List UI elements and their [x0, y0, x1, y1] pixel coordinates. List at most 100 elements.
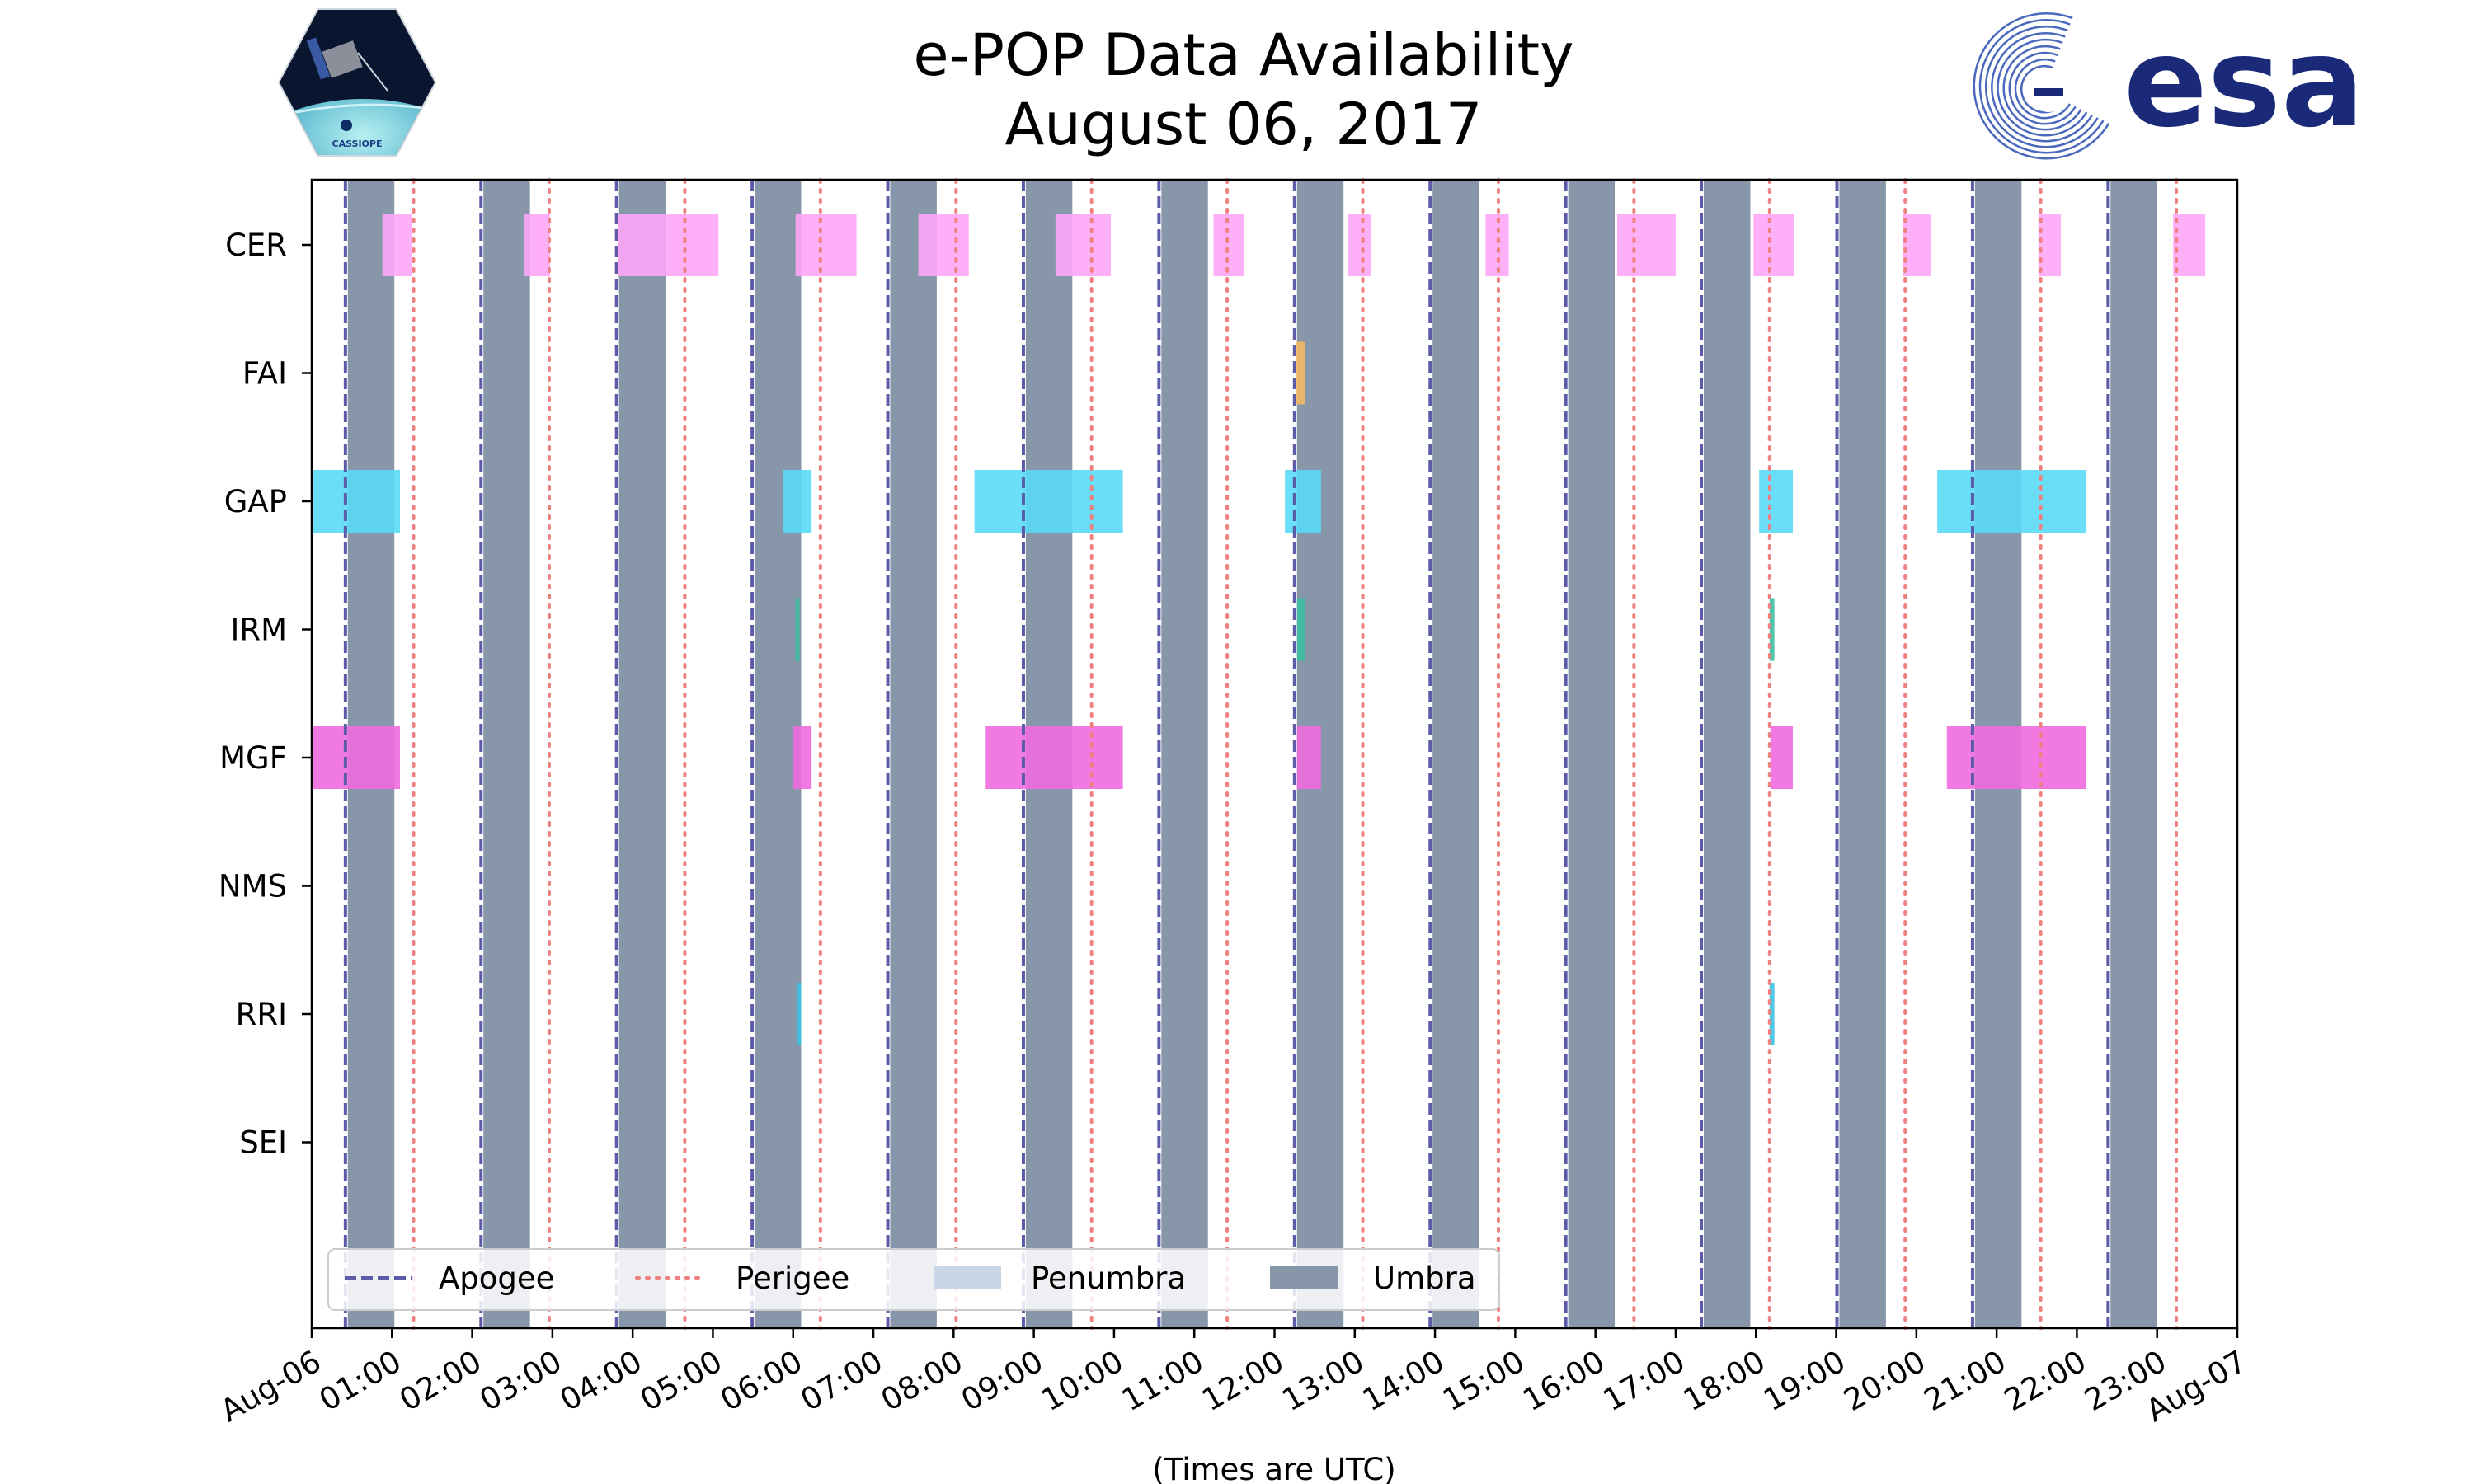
x-tick-label-10: 10:00 — [1036, 1344, 1130, 1419]
x-tick-label-11: 11:00 — [1116, 1344, 1210, 1419]
x-tick-label-14: 14:00 — [1357, 1344, 1451, 1419]
esa-swirl-arc — [1991, 31, 2094, 143]
bar-gap-5 — [1759, 470, 1794, 533]
bar-cer-8 — [1348, 214, 1371, 276]
x-tick-label-16: 16:00 — [1517, 1344, 1611, 1419]
bar-cer-1 — [382, 214, 412, 276]
umbra-band-14 — [2110, 180, 2157, 1328]
bar-cer-7 — [1213, 214, 1244, 276]
esa-swirl-arc — [1984, 25, 2099, 148]
y-tick-label-fai: FAI — [242, 356, 287, 392]
esa-swirl-arc — [1997, 38, 2088, 137]
bar-rri-1 — [797, 983, 802, 1045]
umbra-band-2 — [483, 180, 530, 1328]
x-tick-label-2: 02:00 — [393, 1344, 487, 1419]
esa-swirl-arc — [1978, 18, 2105, 154]
legend: Apogee Perigee Penumbra Umbra — [327, 1248, 1500, 1311]
umbra-band-12 — [1839, 180, 1886, 1328]
x-axis: Aug-0601:0002:0003:0004:0005:0006:0007:0… — [214, 1328, 2253, 1430]
x-tick-label-9: 09:00 — [955, 1344, 1049, 1419]
bar-gap-1 — [312, 470, 401, 533]
esa-swirl-arc — [2002, 45, 2082, 131]
x-tick-label-3: 03:00 — [474, 1344, 568, 1419]
bar-fai-1 — [1296, 341, 1305, 405]
esa-logo-text: esa — [2124, 12, 2364, 155]
bar-cer-14 — [2173, 214, 2206, 276]
bar-cer-5 — [918, 214, 969, 276]
x-tick-label-0: Aug-06 — [214, 1344, 327, 1430]
x-tick-label-8: 08:00 — [875, 1344, 969, 1419]
x-tick-label-5: 05:00 — [634, 1344, 728, 1419]
x-tick-label-18: 18:00 — [1677, 1344, 1771, 1419]
legend-penumbra-label: Penumbra — [1031, 1261, 1186, 1296]
chart-title-line-1: e-POP Data Availability — [913, 21, 1573, 89]
y-tick-label-gap: GAP — [224, 484, 287, 519]
umbra-band-3 — [618, 180, 666, 1328]
y-tick-label-cer: CER — [225, 228, 287, 263]
bar-rri-2 — [1769, 983, 1775, 1045]
umbra-band-9 — [1432, 180, 1479, 1328]
perigee-lines — [412, 178, 2179, 1330]
x-tick-label-15: 15:00 — [1437, 1344, 1531, 1419]
legend-perigee-label: Perigee — [736, 1261, 849, 1296]
x-tick-label-6: 06:00 — [714, 1344, 808, 1419]
bar-cer-10 — [1616, 214, 1676, 276]
x-tick-label-1: 01:00 — [313, 1344, 407, 1419]
x-tick-label-22: 22:00 — [1998, 1344, 2092, 1419]
bar-irm-3 — [1769, 598, 1775, 661]
y-axis: CER FAI GAP IRM MGF NMS RRI SEI — [219, 228, 312, 1161]
bar-mgf-3 — [985, 726, 1123, 789]
umbra-band-5 — [890, 180, 937, 1328]
x-tick-label-20: 20:00 — [1837, 1344, 1931, 1419]
umbra-band-11 — [1704, 180, 1751, 1328]
esa-swirl-arc — [1973, 12, 2110, 160]
x-tick-label-17: 17:00 — [1597, 1344, 1691, 1419]
bar-mgf-2 — [793, 726, 812, 789]
bar-irm-2 — [1296, 598, 1305, 661]
y-tick-label-rri: RRI — [236, 997, 287, 1032]
bar-cer-4 — [795, 214, 857, 276]
esa-swirl-icon — [1973, 12, 2110, 160]
cassiope-caption: CASSIOPE — [332, 139, 383, 149]
esa-swirl-arc — [2008, 51, 2077, 125]
legend-umbra-label: Umbra — [1373, 1261, 1476, 1296]
x-tick-label-19: 19:00 — [1757, 1344, 1851, 1419]
bar-mgf-1 — [312, 726, 401, 789]
y-tick-label-irm: IRM — [230, 613, 287, 648]
bar-irm-1 — [795, 598, 800, 661]
x-axis-label: (Times are UTC) — [1152, 1452, 1395, 1484]
y-tick-label-mgf: MGF — [219, 740, 287, 776]
legend-umbra-swatch — [1270, 1266, 1338, 1289]
x-tick-label-12: 12:00 — [1196, 1344, 1290, 1419]
bar-cer-11 — [1753, 214, 1794, 276]
bar-cer-2 — [524, 214, 550, 276]
y-tick-label-nms: NMS — [219, 869, 287, 904]
bar-gap-4 — [1285, 470, 1321, 533]
x-tick-label-4: 04:00 — [554, 1344, 648, 1419]
legend-penumbra-swatch — [934, 1266, 1001, 1289]
bar-gap-3 — [974, 470, 1123, 533]
bar-cer-6 — [1055, 214, 1112, 276]
legend-box — [327, 1248, 1500, 1311]
bar-mgf-5 — [1770, 726, 1794, 789]
x-tick-label-7: 07:00 — [795, 1344, 889, 1419]
bar-gap-6 — [1937, 470, 2087, 533]
bar-mgf-4 — [1296, 726, 1321, 789]
x-tick-label-21: 21:00 — [1918, 1344, 2012, 1419]
availability-bars — [312, 214, 2206, 1045]
y-tick-label-sei: SEI — [239, 1125, 287, 1161]
esa-logo: esa — [1973, 12, 2364, 160]
apogee-lines — [343, 180, 2110, 1328]
esa-swirl-arc — [2014, 58, 2072, 120]
bar-cer-9 — [1485, 214, 1509, 276]
x-tick-label-13: 13:00 — [1276, 1344, 1370, 1419]
legend-apogee-label: Apogee — [439, 1261, 554, 1296]
umbra-band-7 — [1161, 180, 1208, 1328]
bar-cer-12 — [1903, 214, 1931, 276]
bar-gap-2 — [783, 470, 812, 533]
bar-cer-3 — [618, 214, 719, 276]
umbra-band-10 — [1568, 180, 1616, 1328]
bar-cer-13 — [2038, 214, 2061, 276]
umbra-bands — [347, 180, 2157, 1328]
